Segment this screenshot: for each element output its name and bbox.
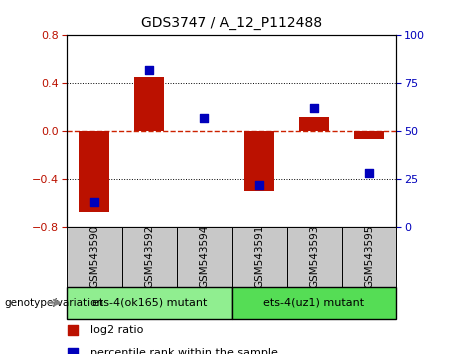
Text: GSM543590: GSM543590 <box>89 225 99 288</box>
Bar <box>79 131 109 212</box>
Bar <box>122 227 177 287</box>
Bar <box>231 227 287 287</box>
Point <box>70 327 77 333</box>
Point <box>310 105 318 111</box>
Bar <box>134 77 165 131</box>
Point <box>91 199 98 205</box>
Bar <box>287 227 342 287</box>
Text: GSM543593: GSM543593 <box>309 225 319 289</box>
Bar <box>67 227 122 287</box>
Text: GSM543594: GSM543594 <box>199 225 209 289</box>
Bar <box>354 131 384 139</box>
Text: percentile rank within the sample: percentile rank within the sample <box>90 348 278 354</box>
Point <box>365 170 372 176</box>
Bar <box>244 131 274 191</box>
Text: genotype/variation: genotype/variation <box>5 298 104 308</box>
Bar <box>231 287 396 319</box>
Point <box>70 350 77 354</box>
Text: ets-4(ok165) mutant: ets-4(ok165) mutant <box>92 298 207 308</box>
Text: GSM543595: GSM543595 <box>364 225 374 289</box>
Text: GSM543592: GSM543592 <box>144 225 154 289</box>
Bar <box>299 117 329 131</box>
Point <box>255 182 263 187</box>
Point <box>201 115 208 120</box>
Title: GDS3747 / A_12_P112488: GDS3747 / A_12_P112488 <box>141 16 322 30</box>
Bar <box>67 287 231 319</box>
Text: log2 ratio: log2 ratio <box>90 325 143 335</box>
Point <box>146 67 153 73</box>
Text: ets-4(uz1) mutant: ets-4(uz1) mutant <box>264 298 365 308</box>
Text: GSM543591: GSM543591 <box>254 225 264 289</box>
Bar <box>177 227 231 287</box>
Bar <box>342 227 396 287</box>
